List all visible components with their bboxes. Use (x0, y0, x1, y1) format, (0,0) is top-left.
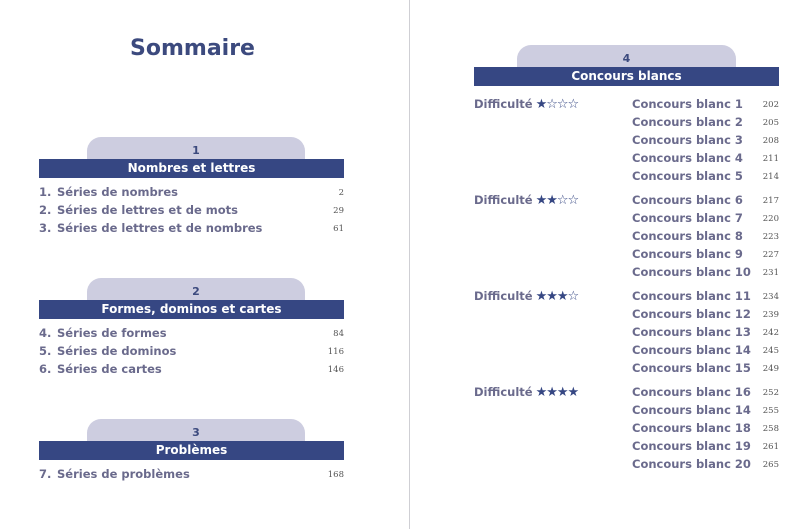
entry-page: 84 (333, 329, 344, 339)
entry-page: 211 (762, 154, 779, 164)
toc-entry[interactable]: 3. Séries de lettres et de nombres (39, 219, 262, 237)
entry-number: 7. (39, 467, 52, 481)
entry-page: 205 (762, 118, 779, 128)
difficulty-label: Difficulté ★★★☆ (474, 287, 580, 306)
page-title: Sommaire (130, 36, 255, 61)
entry-page: 116 (327, 347, 344, 357)
entry-page: 261 (762, 442, 779, 452)
toc-entry[interactable]: Concours blanc 2 (632, 115, 743, 129)
entry-page: 223 (762, 232, 779, 242)
toc-entry[interactable]: 1. Séries de nombres (39, 183, 178, 201)
entry-page: 146 (327, 365, 344, 375)
entry-page: 231 (762, 268, 779, 278)
toc-entry[interactable]: Concours blanc 6 (632, 193, 743, 207)
section-header: Nombres et lettres (39, 159, 344, 178)
entry-page: 255 (762, 406, 779, 416)
entry-label: Séries de cartes (57, 362, 162, 376)
toc-entry[interactable]: Concours blanc 4 (632, 151, 743, 165)
section-header: Concours blancs (474, 67, 779, 86)
toc-entry[interactable]: Concours blanc 18 (632, 421, 751, 435)
section-tab: 2 (87, 278, 305, 300)
toc-entry[interactable]: 7. Séries de problèmes (39, 465, 190, 483)
entry-page: 249 (762, 364, 779, 374)
entry-page: 265 (762, 460, 779, 470)
entry-page: 202 (762, 100, 779, 110)
toc-entry[interactable]: Concours blanc 1 (632, 97, 743, 111)
star-rating-icon: ★☆☆☆ (535, 97, 580, 112)
toc-entry[interactable]: 5. Séries de dominos (39, 342, 176, 360)
toc-entry[interactable]: 4. Séries de formes (39, 324, 167, 342)
entry-label: Séries de lettres et de mots (57, 203, 238, 217)
entry-number: 3. (39, 221, 52, 235)
entry-page: 208 (762, 136, 779, 146)
entry-page: 242 (762, 328, 779, 338)
toc-entry[interactable]: Concours blanc 3 (632, 133, 743, 147)
star-rating-icon: ★★★★ (535, 385, 580, 400)
section-header: Problèmes (39, 441, 344, 460)
entry-page: 239 (762, 310, 779, 320)
entry-label: Séries de nombres (57, 185, 178, 199)
entry-page: 245 (762, 346, 779, 356)
entry-page: 227 (762, 250, 779, 260)
entry-page: 258 (762, 424, 779, 434)
toc-entry[interactable]: Concours blanc 19 (632, 439, 751, 453)
toc-entry[interactable]: Concours blanc 12 (632, 307, 751, 321)
difficulty-text: Difficulté (474, 385, 533, 399)
entry-page: 217 (762, 196, 779, 206)
entry-page: 29 (333, 206, 344, 216)
section-tab: 3 (87, 419, 305, 441)
toc-entry[interactable]: Concours blanc 11 (632, 289, 751, 303)
section-tab: 4 (517, 45, 736, 67)
entry-page: 2 (338, 188, 344, 198)
star-rating-icon: ★★☆☆ (535, 193, 580, 208)
entry-label: Séries de problèmes (57, 467, 190, 481)
entry-label: Séries de lettres et de nombres (57, 221, 263, 235)
entry-page: 252 (762, 388, 779, 398)
star-rating-icon: ★★★☆ (535, 289, 580, 304)
toc-entry[interactable]: Concours blanc 8 (632, 229, 743, 243)
entry-number: 1. (39, 185, 52, 199)
entry-number: 2. (39, 203, 52, 217)
entry-page: 168 (327, 470, 344, 480)
entry-number: 6. (39, 362, 52, 376)
entry-page: 61 (333, 224, 344, 234)
entry-label: Séries de formes (57, 326, 167, 340)
toc-entry[interactable]: Concours blanc 7 (632, 211, 743, 225)
difficulty-text: Difficulté (474, 193, 533, 207)
difficulty-label: Difficulté ★☆☆☆ (474, 95, 580, 114)
difficulty-label: Difficulté ★★☆☆ (474, 191, 580, 210)
toc-entry[interactable]: Concours blanc 20 (632, 457, 751, 471)
page-divider (409, 0, 410, 529)
entry-number: 4. (39, 326, 52, 340)
toc-entry[interactable]: 2. Séries de lettres et de mots (39, 201, 238, 219)
toc-entry[interactable]: Concours blanc 14 (632, 403, 751, 417)
difficulty-text: Difficulté (474, 97, 533, 111)
difficulty-label: Difficulté ★★★★ (474, 383, 580, 402)
section-tab: 1 (87, 137, 305, 159)
section-header: Formes, dominos et cartes (39, 300, 344, 319)
toc-entry[interactable]: Concours blanc 9 (632, 247, 743, 261)
toc-entry[interactable]: Concours blanc 14 (632, 343, 751, 357)
entry-page: 234 (762, 292, 779, 302)
entry-page: 220 (762, 214, 779, 224)
difficulty-text: Difficulté (474, 289, 533, 303)
toc-entry[interactable]: Concours blanc 5 (632, 169, 743, 183)
entry-number: 5. (39, 344, 52, 358)
entry-page: 214 (762, 172, 779, 182)
toc-entry[interactable]: Concours blanc 13 (632, 325, 751, 339)
toc-entry[interactable]: Concours blanc 15 (632, 361, 751, 375)
toc-entry[interactable]: 6. Séries de cartes (39, 360, 162, 378)
entry-label: Séries de dominos (57, 344, 177, 358)
toc-entry[interactable]: Concours blanc 10 (632, 265, 751, 279)
toc-entry[interactable]: Concours blanc 16 (632, 385, 751, 399)
